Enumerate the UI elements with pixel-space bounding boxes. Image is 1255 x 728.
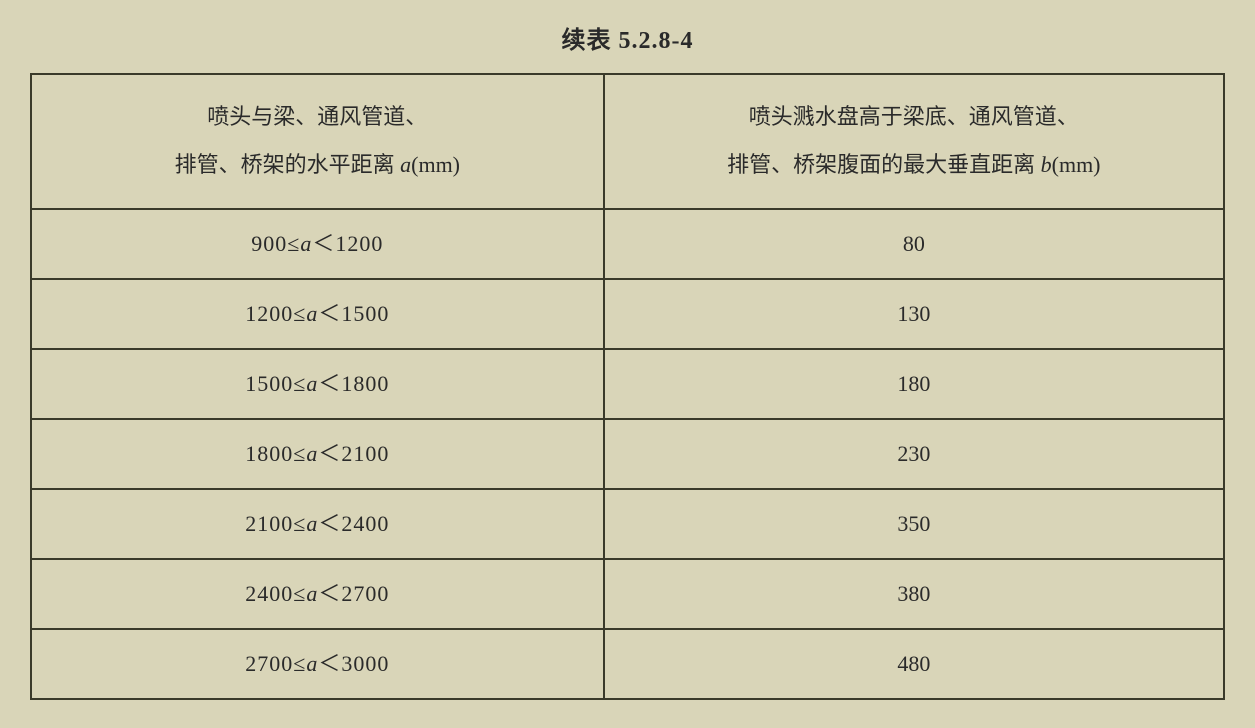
cell-value: 130 <box>604 279 1224 349</box>
header-right-unit: (mm) <box>1052 152 1101 177</box>
cell-range: 2700≤a＜3000 <box>31 629 604 699</box>
header-left-line2-prefix: 排管、桥架的水平距离 <box>175 152 401 177</box>
cell-range: 1800≤a＜2100 <box>31 419 604 489</box>
cell-value: 230 <box>604 419 1224 489</box>
cell-range: 900≤a＜1200 <box>31 209 604 279</box>
cell-range: 1200≤a＜1500 <box>31 279 604 349</box>
table-row: 1200≤a＜1500 130 <box>31 279 1224 349</box>
table-header-row: 喷头与梁、通风管道、 排管、桥架的水平距离 a(mm) 喷头溅水盘高于梁底、通风… <box>31 74 1224 209</box>
header-left-unit: (mm) <box>411 152 460 177</box>
data-table: 喷头与梁、通风管道、 排管、桥架的水平距离 a(mm) 喷头溅水盘高于梁底、通风… <box>30 73 1225 700</box>
cell-value: 380 <box>604 559 1224 629</box>
header-right-line1: 喷头溅水盘高于梁底、通风管道、 <box>749 104 1079 129</box>
table-row: 900≤a＜1200 80 <box>31 209 1224 279</box>
table-row: 2100≤a＜2400 350 <box>31 489 1224 559</box>
table-row: 1800≤a＜2100 230 <box>31 419 1224 489</box>
cell-value: 80 <box>604 209 1224 279</box>
table-row: 1500≤a＜1800 180 <box>31 349 1224 419</box>
table-body: 900≤a＜1200 80 1200≤a＜1500 130 1500≤a＜180… <box>31 209 1224 699</box>
header-right-var: b <box>1041 152 1052 177</box>
header-left: 喷头与梁、通风管道、 排管、桥架的水平距离 a(mm) <box>31 74 604 209</box>
cell-value: 350 <box>604 489 1224 559</box>
header-left-line1: 喷头与梁、通风管道、 <box>207 104 427 129</box>
cell-range: 1500≤a＜1800 <box>31 349 604 419</box>
table-title: 续表 5.2.8-4 <box>30 20 1225 55</box>
header-right-line2-prefix: 排管、桥架腹面的最大垂直距离 <box>727 152 1041 177</box>
cell-value: 480 <box>604 629 1224 699</box>
table-row: 2400≤a＜2700 380 <box>31 559 1224 629</box>
header-right: 喷头溅水盘高于梁底、通风管道、 排管、桥架腹面的最大垂直距离 b(mm) <box>604 74 1224 209</box>
table-row: 2700≤a＜3000 480 <box>31 629 1224 699</box>
cell-value: 180 <box>604 349 1224 419</box>
cell-range: 2100≤a＜2400 <box>31 489 604 559</box>
cell-range: 2400≤a＜2700 <box>31 559 604 629</box>
header-left-var: a <box>400 152 411 177</box>
